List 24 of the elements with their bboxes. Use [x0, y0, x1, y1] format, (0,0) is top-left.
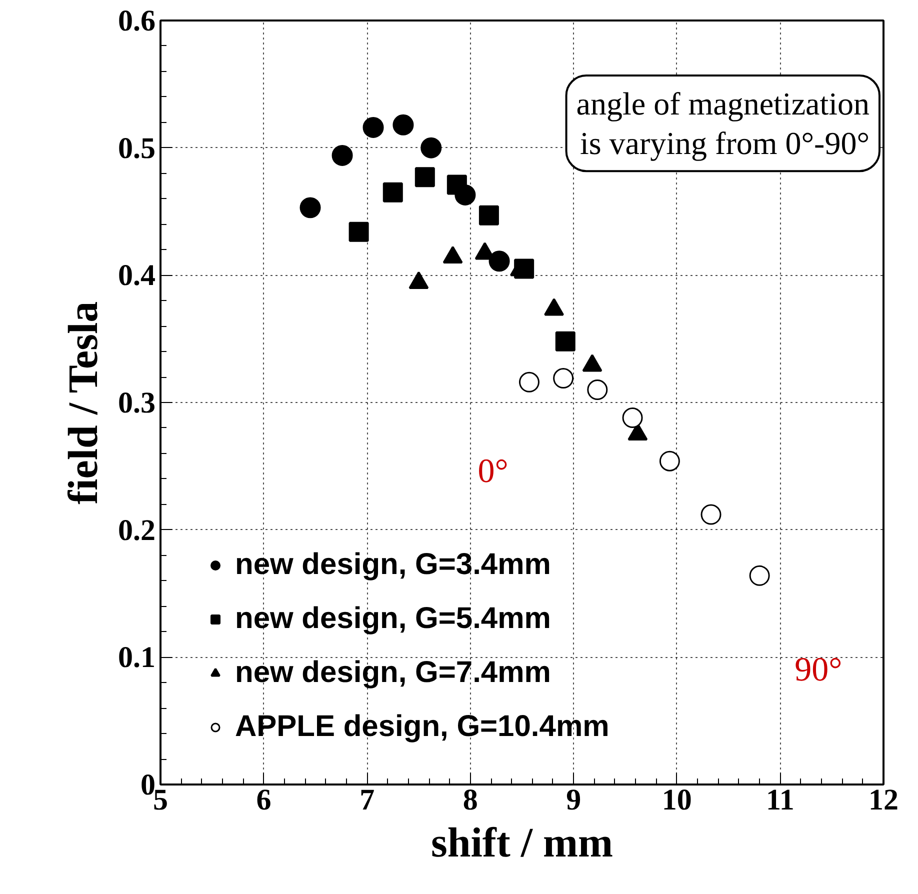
y-tick-label: 0.2 — [118, 514, 156, 547]
x-tick-label: 9 — [566, 784, 582, 816]
y-tick-label: 0 — [140, 768, 156, 802]
annotation: angle of magnetization is varying from 0°-90° — [576, 86, 870, 162]
x-tick-label: 5 — [153, 784, 168, 816]
x-tick-label: 11 — [766, 784, 794, 816]
legend-label: new design, G=5.4mm — [235, 602, 551, 636]
annotation: 90° — [794, 651, 842, 688]
x-tick-label: 10 — [662, 784, 692, 816]
y-tick-label: 0.4 — [118, 259, 156, 292]
x-tick-label: 7 — [360, 784, 375, 816]
annotation: 0° — [478, 452, 508, 490]
y-tick-label: 0.1 — [118, 641, 156, 674]
x-tick-label: 6 — [256, 784, 272, 816]
x-axis-title: shift / mm — [431, 820, 614, 866]
x-tick-label: 12 — [868, 784, 898, 816]
y-axis-title: field / Tesla — [61, 301, 107, 504]
y-tick-label: 0.6 — [118, 4, 156, 38]
x-tick-label: 8 — [462, 784, 478, 816]
legend-label: new design, G=7.4mm — [235, 656, 551, 690]
y-tick-label: 0.3 — [118, 386, 156, 420]
legend-label: new design, G=3.4mm — [235, 548, 551, 582]
legend-label: APPLE design, G=10.4mm — [235, 710, 610, 744]
y-tick-label: 0.5 — [118, 132, 156, 165]
